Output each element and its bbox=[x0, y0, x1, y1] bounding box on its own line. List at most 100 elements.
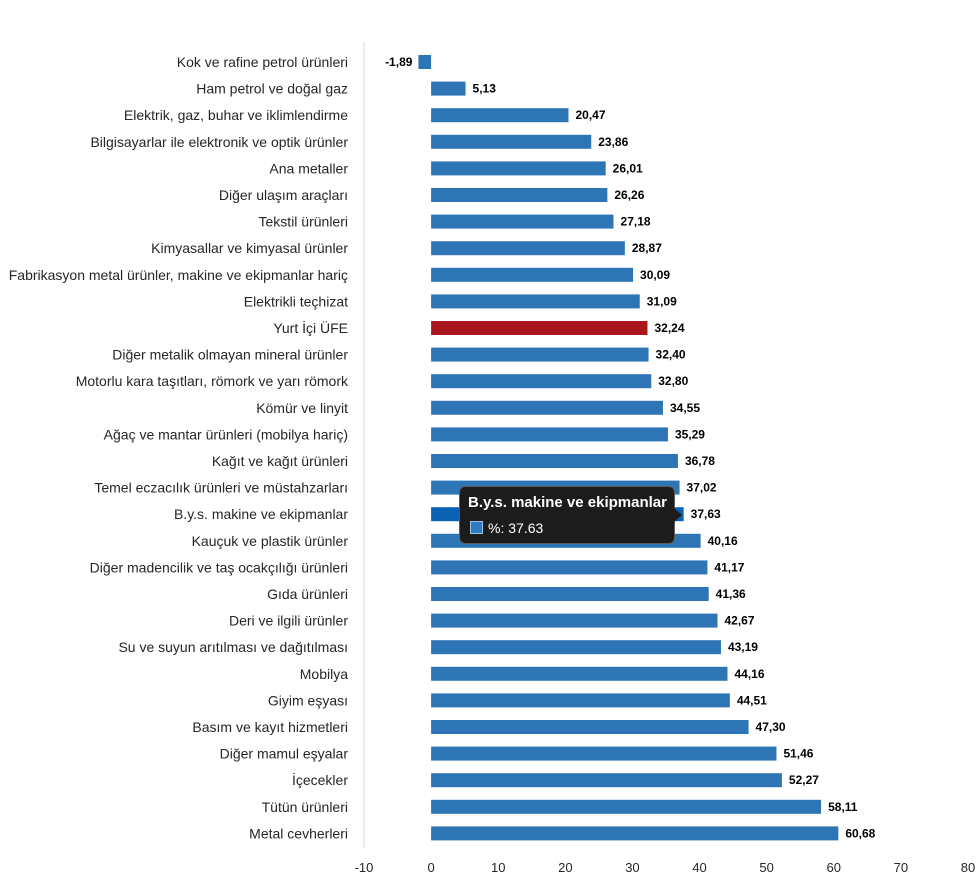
category-label: Basım ve kayıt hizmetleri bbox=[192, 719, 348, 735]
x-tick-label: 70 bbox=[894, 860, 908, 875]
bar-13 bbox=[431, 374, 652, 389]
bar-21 bbox=[431, 587, 709, 601]
data-label: -1,89 bbox=[385, 55, 413, 69]
bar-28 bbox=[431, 773, 782, 788]
data-label: 27,18 bbox=[621, 215, 651, 229]
category-label: Ham petrol ve doğal gaz bbox=[196, 81, 348, 97]
data-label: 28,87 bbox=[632, 241, 662, 255]
bar-16 bbox=[431, 454, 678, 468]
data-label: 51,46 bbox=[783, 747, 813, 761]
x-tick-label: -10 bbox=[355, 860, 374, 875]
category-label: Yurt İçi ÜFE bbox=[273, 319, 348, 336]
x-tick-label: 30 bbox=[625, 860, 639, 875]
chart-tooltip: B.y.s. makine ve ekipmanlar %: 37.63 bbox=[459, 486, 682, 544]
x-tick-label: 40 bbox=[692, 860, 706, 875]
category-label: Bilgisayarlar ile elektronik ve optik ür… bbox=[90, 134, 348, 150]
x-tick-label: 80 bbox=[961, 860, 975, 875]
category-label: Mobilya bbox=[300, 666, 348, 682]
category-label: Diğer ulaşım araçları bbox=[219, 187, 348, 203]
data-label: 32,24 bbox=[654, 321, 684, 335]
bar-8 bbox=[431, 241, 625, 256]
tooltip-title: B.y.s. makine ve ekipmanlar bbox=[468, 494, 667, 511]
category-label: Temel eczacılık ürünleri ve müstahzarlar… bbox=[94, 480, 348, 496]
bar-4 bbox=[431, 134, 592, 149]
tooltip-value: %: 37.63 bbox=[488, 520, 544, 536]
data-label: 52,27 bbox=[789, 773, 819, 787]
tooltip-series-swatch bbox=[470, 521, 483, 534]
bar-30 bbox=[431, 826, 839, 841]
x-tick-label: 0 bbox=[427, 860, 434, 875]
data-label: 36,78 bbox=[685, 454, 715, 468]
bar-1 bbox=[418, 55, 432, 69]
data-label: 35,29 bbox=[675, 427, 705, 441]
data-label: 43,19 bbox=[728, 640, 758, 654]
bar-25 bbox=[431, 693, 730, 708]
category-label: Kağıt ve kağıt ürünleri bbox=[212, 453, 348, 469]
data-label: 32,40 bbox=[656, 348, 686, 362]
tooltip-value-row: %: 37.63 bbox=[470, 520, 543, 536]
bar-3 bbox=[431, 108, 569, 123]
bar-12 bbox=[431, 347, 649, 362]
x-tick-label: 60 bbox=[827, 860, 841, 875]
data-label: 30,09 bbox=[640, 268, 670, 282]
category-label: Elektrikli teçhizat bbox=[244, 293, 348, 309]
tooltip-pointer bbox=[674, 508, 682, 522]
data-label: 44,16 bbox=[734, 667, 764, 681]
data-label: 37,63 bbox=[691, 507, 721, 521]
category-label: Motorlu kara taşıtları, römork ve yarı r… bbox=[76, 373, 349, 389]
category-label: Kok ve rafine petrol ürünleri bbox=[177, 54, 348, 70]
data-label: 44,51 bbox=[737, 693, 767, 707]
data-label: 5,13 bbox=[473, 82, 497, 96]
data-label: 40,16 bbox=[708, 534, 738, 548]
category-label: Giyim eşyası bbox=[268, 692, 348, 708]
category-label: Kimyasallar ve kimyasal ürünler bbox=[151, 240, 348, 256]
category-label: Ağaç ve mantar ürünleri (mobilya hariç) bbox=[104, 426, 348, 442]
bar-24 bbox=[431, 666, 728, 681]
category-label: Metal cevherleri bbox=[249, 825, 348, 841]
category-label: Ana metaller bbox=[269, 160, 348, 176]
bar-14 bbox=[431, 400, 663, 415]
data-label: 60,68 bbox=[845, 826, 875, 840]
bar-22 bbox=[431, 613, 718, 628]
category-label: Fabrikasyon metal ürünler, makine ve eki… bbox=[9, 267, 348, 283]
bar-20 bbox=[431, 560, 708, 575]
data-label: 26,26 bbox=[614, 188, 644, 202]
x-tick-label: 10 bbox=[491, 860, 505, 875]
category-label: Elektrik, gaz, buhar ve iklimlendirme bbox=[124, 107, 348, 123]
data-label: 47,30 bbox=[756, 720, 786, 734]
data-label: 26,01 bbox=[613, 161, 643, 175]
bar-7 bbox=[431, 214, 614, 229]
bar-5 bbox=[431, 161, 606, 176]
category-label: Gıda ürünleri bbox=[267, 586, 348, 602]
bar-23 bbox=[431, 640, 721, 655]
bar-9 bbox=[431, 267, 634, 282]
data-label: 42,67 bbox=[724, 614, 754, 628]
data-label: 20,47 bbox=[575, 108, 605, 122]
category-label: Kömür ve linyit bbox=[256, 400, 348, 416]
data-label: 37,02 bbox=[687, 481, 717, 495]
category-label: Diğer mamul eşyalar bbox=[220, 746, 349, 762]
data-label: 32,80 bbox=[658, 374, 688, 388]
data-label: 58,11 bbox=[828, 800, 858, 814]
data-label: 23,86 bbox=[598, 135, 628, 149]
bar-2 bbox=[431, 81, 466, 96]
data-label: 41,17 bbox=[714, 560, 744, 574]
data-label: 41,36 bbox=[716, 587, 746, 601]
category-label: Tütün ürünleri bbox=[262, 799, 348, 815]
bar-6 bbox=[431, 188, 608, 202]
category-label: Kauçuk ve plastik ürünler bbox=[192, 533, 349, 549]
category-label: Deri ve ilgili ürünler bbox=[229, 613, 348, 629]
x-tick-label: 50 bbox=[759, 860, 773, 875]
data-label: 34,55 bbox=[670, 401, 700, 415]
data-label: 31,09 bbox=[647, 294, 677, 308]
bar-26 bbox=[431, 720, 749, 734]
category-label: Diğer metalik olmayan mineral ürünler bbox=[112, 347, 348, 363]
x-tick-label: 20 bbox=[558, 860, 572, 875]
category-label: Tekstil ürünleri bbox=[259, 214, 348, 230]
bar-15 bbox=[431, 427, 668, 442]
bar-10 bbox=[431, 294, 640, 309]
category-label: Diğer madencilik ve taş ocakçılığı ürünl… bbox=[90, 559, 348, 575]
bar-27 bbox=[431, 746, 777, 761]
